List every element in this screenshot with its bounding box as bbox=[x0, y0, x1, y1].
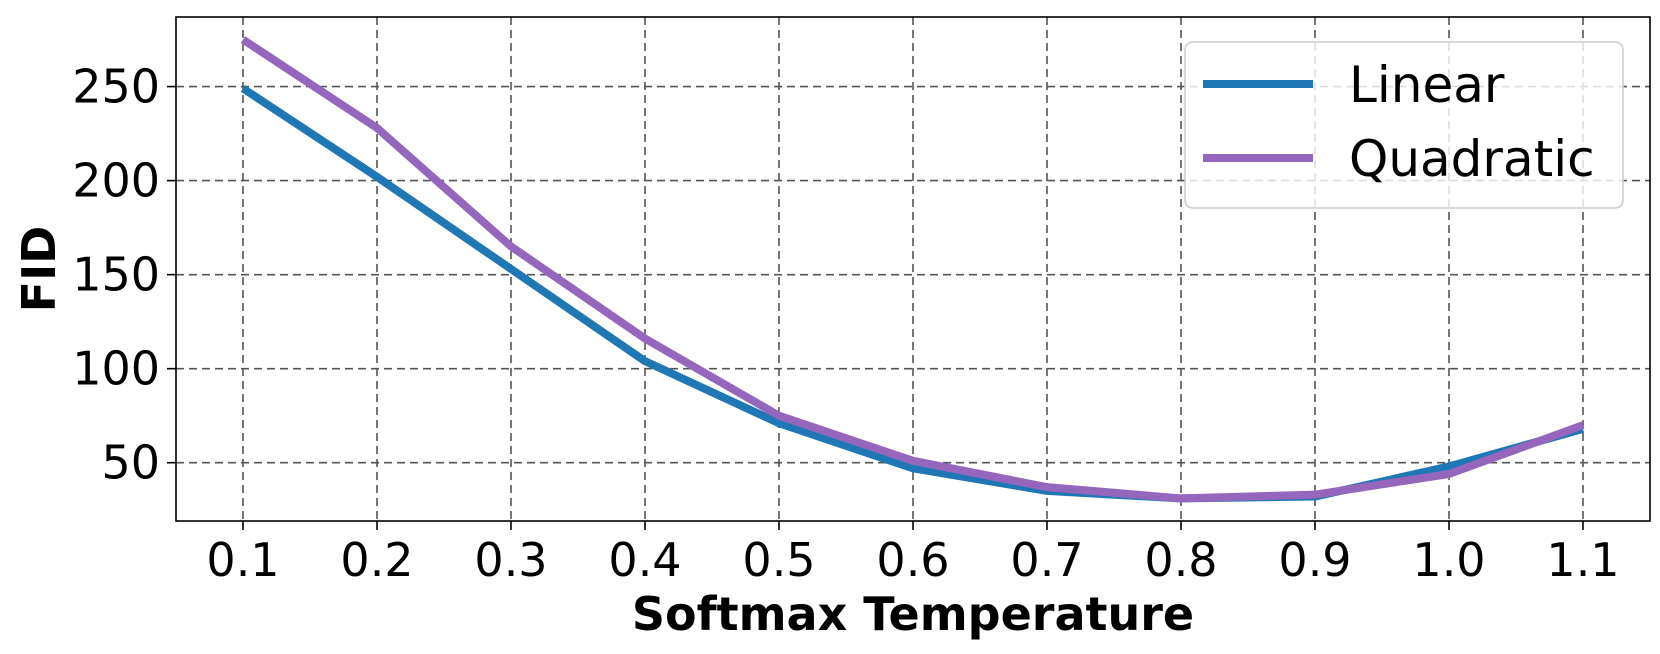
legend: Linear Quadratic bbox=[1184, 41, 1624, 209]
y-tick-label: 250 bbox=[72, 60, 160, 114]
x-tick-label: 0.6 bbox=[876, 533, 949, 587]
y-tick-label: 200 bbox=[72, 154, 160, 208]
y-tick-label: 100 bbox=[72, 342, 160, 396]
y-tick-label: 150 bbox=[72, 248, 160, 302]
x-tick-label: 0.1 bbox=[206, 533, 279, 587]
y-tick-label: 50 bbox=[101, 436, 160, 490]
x-tick-label: 0.2 bbox=[340, 533, 413, 587]
y-axis-label: FID bbox=[12, 226, 66, 313]
x-tick-label: 0.5 bbox=[742, 533, 815, 587]
x-axis-label: Softmax Temperature bbox=[632, 587, 1194, 641]
x-axis-ticks: 0.1 0.2 0.3 0.4 0.5 0.6 0.7 0.8 0.9 1.0 1.1 bbox=[206, 521, 1620, 587]
x-tick-label: 0.8 bbox=[1144, 533, 1217, 587]
x-tick-label: 1.0 bbox=[1412, 533, 1485, 587]
legend-label-quadratic: Quadratic bbox=[1349, 130, 1595, 188]
series-line-quadratic bbox=[240, 36, 1585, 503]
y-axis-ticks: 50 100 150 200 250 bbox=[72, 60, 176, 490]
x-tick-label: 0.3 bbox=[474, 533, 547, 587]
x-tick-label: 0.7 bbox=[1010, 533, 1083, 587]
legend-label-linear: Linear bbox=[1349, 56, 1505, 114]
x-tick-label: 0.9 bbox=[1278, 533, 1351, 587]
series-lines bbox=[240, 36, 1585, 503]
x-tick-label: 1.1 bbox=[1546, 533, 1619, 587]
x-tick-label: 0.4 bbox=[608, 533, 681, 587]
